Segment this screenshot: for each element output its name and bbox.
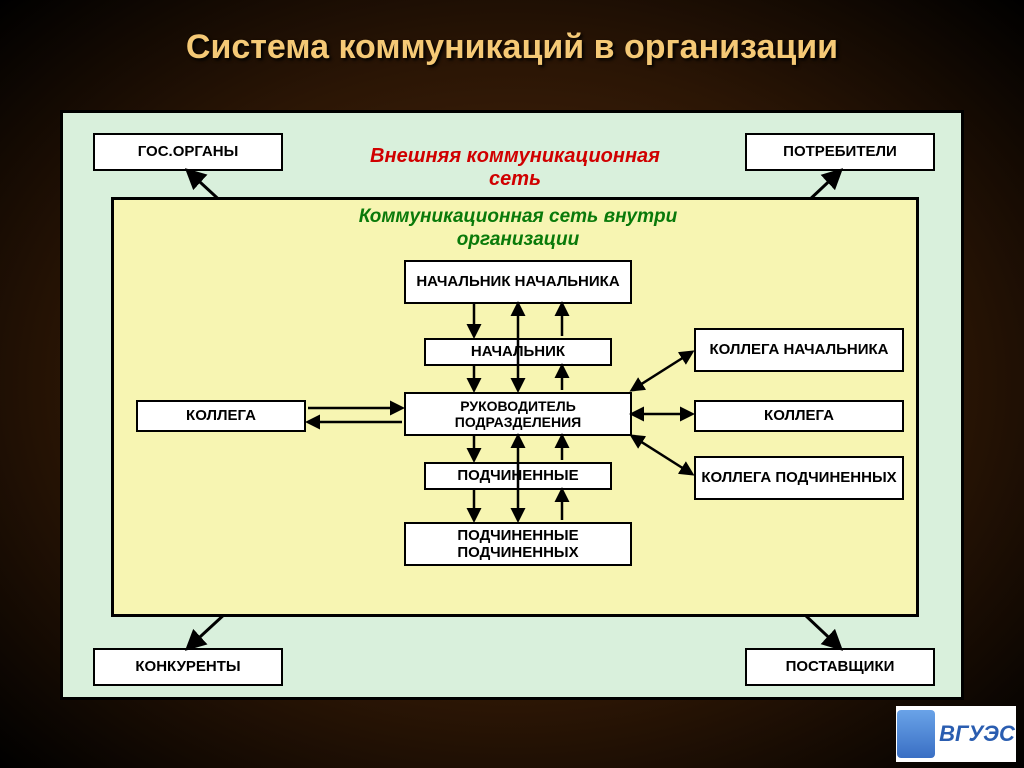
slide-title: Система коммуникаций в организации [0, 0, 1024, 67]
logo-emblem-icon [897, 710, 935, 758]
inner-panel: Коммуникационная сеть внутри организации… [111, 197, 919, 617]
node-colleague-right: КОЛЛЕГА [694, 400, 904, 432]
outer-panel: Внешняя коммуникационная сеть ГОС.ОРГАНЫ… [60, 110, 964, 700]
node-suppliers: ПОСТАВЩИКИ [745, 648, 935, 686]
internal-network-label: Коммуникационная сеть внутри организации [358, 206, 678, 252]
node-subs-subs: ПОДЧИНЕННЫЕ ПОДЧИНЕННЫХ [404, 522, 632, 566]
node-competitors: КОНКУРЕНТЫ [93, 648, 283, 686]
node-subordinate-colleague: КОЛЛЕГА ПОДЧИНЕННЫХ [694, 456, 904, 500]
node-consumers: ПОТРЕБИТЕЛИ [745, 133, 935, 171]
node-boss-colleague: КОЛЛЕГА НАЧАЛЬНИКА [694, 328, 904, 372]
logo: ВГУЭС [896, 706, 1016, 762]
node-head: РУКОВОДИТЕЛЬ ПОДРАЗДЕЛЕНИЯ [404, 392, 632, 436]
logo-text: ВГУЭС [939, 721, 1015, 747]
node-gov: ГОС.ОРГАНЫ [93, 133, 283, 171]
node-boss-boss: НАЧАЛЬНИК НАЧАЛЬНИКА [404, 260, 632, 304]
node-boss: НАЧАЛЬНИК [424, 338, 612, 366]
external-network-label: Внешняя коммуникационная сеть [345, 145, 685, 191]
node-subordinates: ПОДЧИНЕННЫЕ [424, 462, 612, 490]
node-colleague-left: КОЛЛЕГА [136, 400, 306, 432]
